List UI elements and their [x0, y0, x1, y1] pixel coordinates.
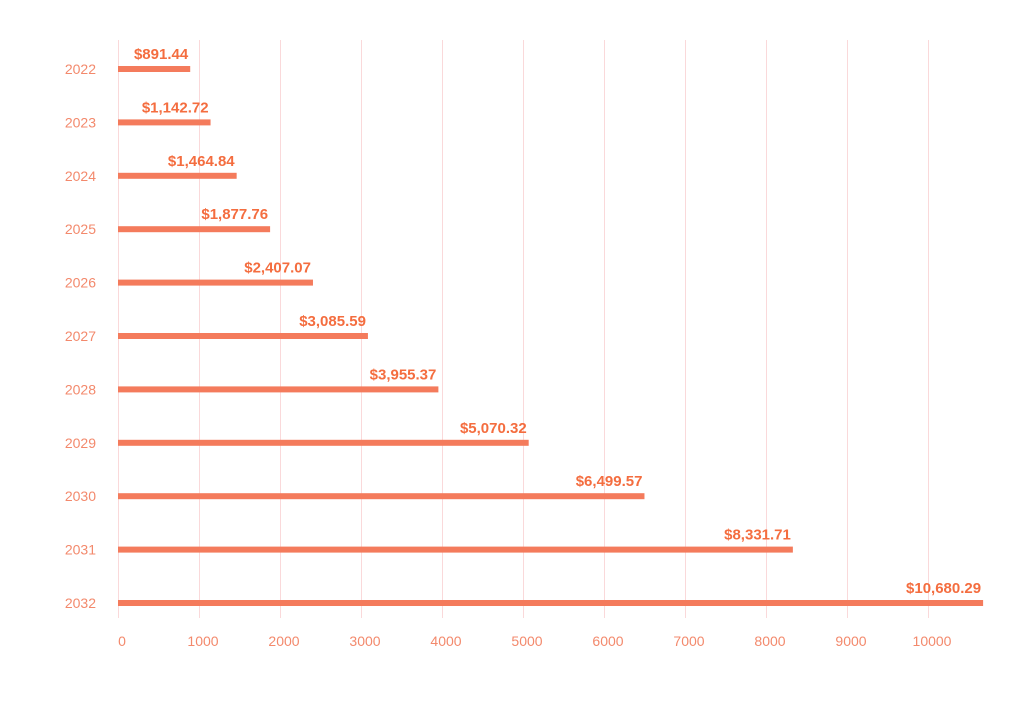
x-tick-label-0: 0: [118, 633, 126, 649]
data-label-2027: $3,085.59: [299, 313, 366, 330]
bar-2022: [118, 66, 191, 72]
x-tick-label-10000: 10000: [913, 633, 952, 649]
x-tick-label-9000: 9000: [835, 633, 866, 649]
y-tick-label-2028: 2028: [65, 381, 96, 397]
x-tick-label-3000: 3000: [349, 633, 380, 649]
data-label-2025: $1,877.76: [201, 206, 268, 223]
data-label-2030: $6,499.57: [576, 473, 643, 490]
bars: [118, 66, 984, 606]
y-tick-label-2027: 2027: [65, 328, 96, 344]
bar-2025: [118, 226, 271, 233]
bar-2031: [118, 546, 793, 553]
y-tick-label-2030: 2030: [65, 488, 96, 504]
bar-2026: [118, 279, 313, 286]
y-tick-label-2032: 2032: [65, 595, 96, 611]
data-label-2023: $1,142.72: [142, 99, 209, 116]
y-axis-ticks: 2022 2023 2024 2025 2026 2027 2028 2029 2030 2031…: [65, 61, 96, 611]
y-tick-label-2024: 2024: [65, 168, 96, 184]
bar-2029: [118, 439, 529, 446]
x-tick-label-2000: 2000: [268, 633, 299, 649]
bar-2028: [118, 386, 439, 393]
bar-2032: [118, 600, 984, 606]
x-axis-ticks: 0 1000 2000 3000 4000 5000 6000 7000 8000 9000 100…: [118, 633, 952, 649]
data-label-2024: $1,464.84: [168, 153, 235, 170]
x-tick-label-6000: 6000: [592, 633, 623, 649]
y-tick-label-2023: 2023: [65, 114, 96, 130]
x-tick-label-7000: 7000: [673, 633, 704, 649]
grid-lines: [118, 40, 929, 618]
data-label-2026: $2,407.07: [244, 260, 311, 277]
x-tick-label-1000: 1000: [187, 633, 218, 649]
y-tick-label-2026: 2026: [65, 275, 96, 291]
x-tick-label-4000: 4000: [430, 633, 461, 649]
x-tick-label-5000: 5000: [511, 633, 542, 649]
data-label-2032: $10,680.29: [906, 580, 981, 597]
y-tick-label-2025: 2025: [65, 221, 96, 237]
bar-2030: [118, 493, 645, 500]
data-label-2028: $3,955.37: [370, 366, 437, 383]
bar-2024: [118, 172, 237, 179]
data-label-2022: $891.44: [134, 46, 189, 63]
data-labels: $891.44 $1,142.72 $1,464.84 $1,877.76 $2,407…: [134, 46, 981, 597]
y-tick-label-2031: 2031: [65, 542, 96, 558]
x-tick-label-8000: 8000: [754, 633, 785, 649]
bar-2027: [118, 333, 368, 339]
data-label-2029: $5,070.32: [460, 420, 527, 437]
data-label-2031: $8,331.71: [724, 527, 791, 544]
bar-2023: [118, 119, 211, 126]
y-tick-label-2029: 2029: [65, 435, 96, 451]
y-tick-label-2022: 2022: [65, 61, 96, 77]
